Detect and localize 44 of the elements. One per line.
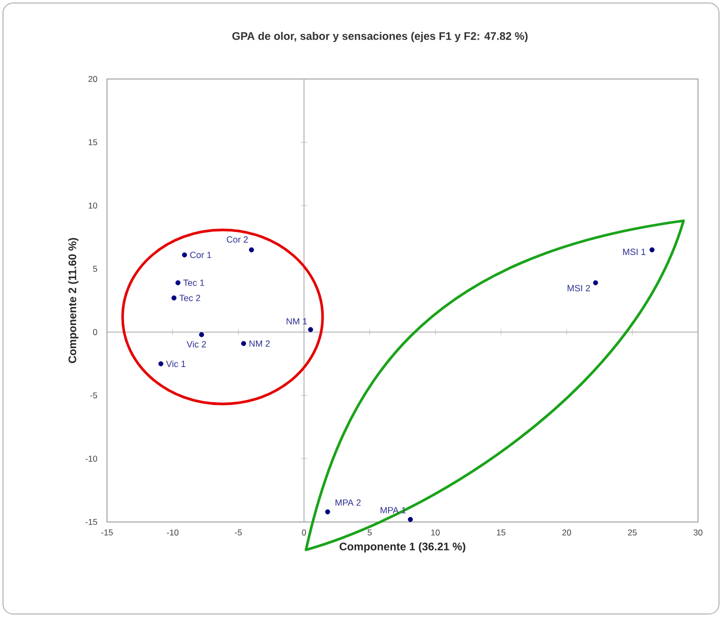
x-tick-label: 0	[302, 530, 306, 536]
annotation: Cor 2	[226, 236, 248, 243]
y-tick-label: 0	[93, 329, 98, 336]
y-tick-label: -15	[86, 519, 98, 525]
x-tick-label: 20	[562, 530, 572, 536]
x-tick-label: -15	[101, 530, 113, 536]
point	[158, 361, 164, 366]
x-tick-label: 10	[431, 530, 440, 536]
point	[241, 341, 246, 346]
annotation: Vic 1	[166, 360, 186, 368]
y-tick-label: 15	[88, 139, 98, 146]
annotation: NM 2	[250, 340, 270, 347]
point	[308, 327, 314, 332]
point	[182, 252, 187, 258]
annotation: MSI 1	[623, 248, 646, 256]
point	[325, 509, 330, 514]
x-tick-label: 15	[496, 530, 506, 536]
y-axis-title: Componente 2 (11.60 %)	[68, 238, 78, 364]
annotation: Tec 2	[179, 294, 200, 302]
x-tick-label: -10	[166, 530, 178, 536]
point	[171, 295, 176, 300]
annotation: NM 1	[286, 318, 307, 324]
annotation: Vic 2	[186, 340, 206, 348]
x-axis-title: Componente 1 (36.21 %)	[340, 542, 466, 553]
annotation: MPA 2	[336, 499, 361, 506]
x-tick-label: 30	[694, 530, 702, 536]
y-tick-label: 20	[88, 76, 98, 82]
x-tick-label: 25	[628, 530, 637, 536]
y-tick-label: 5	[93, 266, 98, 272]
point	[248, 247, 254, 252]
y-tick-label: 10	[88, 202, 98, 209]
y-tick-label: -5	[90, 392, 98, 398]
y-tick-label: -10	[86, 456, 98, 462]
point	[199, 332, 204, 338]
point	[593, 280, 598, 286]
x-tick-label: -5	[234, 530, 242, 536]
chart-title: GPA de olor, sabor y sensaciones (ejes F1 y F2: 47.82 %)	[232, 32, 528, 42]
annotation: Cor 1	[190, 252, 212, 258]
annotation: MSI 2	[568, 284, 590, 292]
x-tick-label: 5	[368, 530, 372, 536]
point	[650, 247, 655, 252]
point	[175, 280, 180, 286]
annotation: Tec 1	[183, 280, 204, 286]
point	[408, 516, 413, 522]
